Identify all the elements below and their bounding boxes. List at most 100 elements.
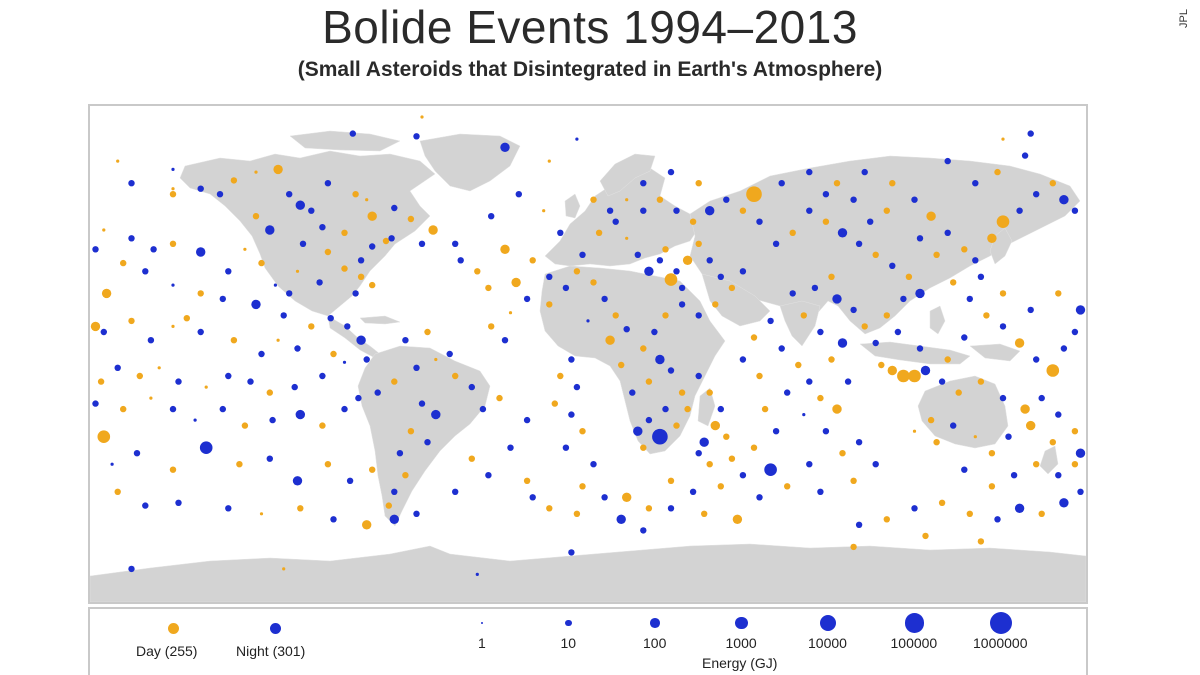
day-event-marker bbox=[149, 396, 153, 400]
day-event-marker bbox=[546, 301, 553, 308]
night-event-marker bbox=[573, 383, 581, 391]
night-event-marker bbox=[837, 338, 848, 348]
night-event-marker bbox=[142, 268, 149, 275]
night-event-marker bbox=[150, 246, 157, 253]
night-event-marker bbox=[546, 273, 553, 280]
energy-tick-label: 1 bbox=[478, 635, 486, 651]
night-event-marker bbox=[784, 389, 791, 396]
day-event-marker bbox=[710, 420, 720, 431]
energy-scale-marker bbox=[480, 621, 484, 625]
night-event-marker bbox=[586, 319, 590, 323]
day-event-marker bbox=[645, 505, 653, 512]
greenland bbox=[419, 133, 521, 192]
night-event-marker bbox=[651, 328, 658, 336]
credit-label: JPL bbox=[1178, 9, 1190, 28]
night-event-marker bbox=[944, 229, 951, 236]
energy-scale-marker bbox=[565, 619, 572, 627]
night-event-marker bbox=[739, 472, 747, 479]
day-event-marker bbox=[682, 255, 693, 265]
night-event-marker bbox=[557, 229, 564, 236]
night-event-marker bbox=[562, 444, 570, 451]
night-event-marker bbox=[916, 235, 924, 242]
night-event-marker bbox=[258, 350, 265, 358]
night-event-marker bbox=[699, 437, 709, 447]
night-event-marker bbox=[475, 572, 479, 576]
day-event-marker bbox=[183, 315, 190, 322]
night-event-marker bbox=[817, 328, 824, 336]
day-event-marker bbox=[402, 472, 409, 479]
night-event-marker bbox=[92, 400, 99, 407]
day-event-marker bbox=[90, 321, 101, 332]
day-event-marker bbox=[922, 532, 929, 540]
day-event-marker bbox=[169, 191, 177, 198]
day-event-marker bbox=[625, 198, 629, 202]
night-event-marker bbox=[850, 196, 857, 203]
day-event-marker bbox=[789, 229, 796, 236]
night-event-marker bbox=[1071, 207, 1079, 214]
night-event-marker bbox=[175, 378, 182, 385]
night-event-marker bbox=[402, 337, 409, 344]
night-event-marker bbox=[391, 204, 398, 212]
day-event-marker bbox=[452, 372, 459, 380]
night-event-marker bbox=[950, 422, 957, 429]
night-event-marker bbox=[778, 180, 785, 187]
energy-scale-marker bbox=[989, 611, 1013, 635]
night-event-marker bbox=[832, 294, 842, 304]
day-event-marker bbox=[468, 455, 475, 462]
day-event-marker bbox=[357, 273, 365, 280]
night-event-marker bbox=[938, 378, 946, 385]
day-event-marker bbox=[391, 378, 398, 385]
day-event-marker bbox=[645, 378, 653, 385]
day-event-marker bbox=[912, 429, 917, 433]
night-event-marker bbox=[1027, 130, 1034, 137]
night-event-marker bbox=[568, 549, 575, 556]
night-event-marker bbox=[568, 356, 575, 363]
day-event-marker bbox=[197, 290, 204, 297]
night-event-marker bbox=[575, 137, 579, 141]
day-event-marker bbox=[883, 516, 890, 523]
day-event-marker bbox=[955, 389, 962, 396]
day-event-marker bbox=[579, 483, 586, 490]
day-event-marker bbox=[367, 211, 377, 221]
night-event-marker bbox=[590, 461, 597, 468]
day-event-marker bbox=[966, 510, 973, 517]
night-event-marker bbox=[488, 213, 495, 220]
legend-day-label: Day (255) bbox=[136, 643, 198, 659]
night-event-marker bbox=[855, 521, 863, 528]
day-event-marker bbox=[573, 268, 581, 275]
day-event-marker bbox=[784, 483, 791, 490]
day-event-marker bbox=[259, 512, 264, 516]
day-event-marker bbox=[723, 433, 730, 440]
day-event-marker bbox=[488, 323, 495, 330]
day-event-marker bbox=[136, 372, 143, 380]
night-event-marker bbox=[128, 180, 135, 187]
day-event-marker bbox=[252, 213, 260, 220]
night-event-marker bbox=[778, 345, 785, 352]
day-event-marker bbox=[508, 311, 513, 315]
cuba bbox=[359, 315, 401, 325]
night-event-marker bbox=[972, 257, 979, 264]
energy-tick-label: 100 bbox=[643, 635, 667, 651]
day-event-marker bbox=[573, 510, 581, 517]
night-event-marker bbox=[388, 235, 395, 242]
night-event-marker bbox=[501, 337, 509, 344]
night-event-marker bbox=[110, 462, 114, 466]
day-event-marker bbox=[717, 483, 724, 490]
night-event-marker bbox=[640, 527, 647, 534]
day-event-marker bbox=[169, 240, 177, 247]
scandinavia bbox=[599, 153, 656, 197]
day-event-marker bbox=[523, 477, 531, 484]
india bbox=[779, 300, 821, 347]
night-event-marker bbox=[356, 335, 366, 345]
night-event-marker bbox=[247, 378, 254, 385]
day-event-marker bbox=[887, 365, 897, 376]
day-event-marker bbox=[728, 455, 736, 462]
night-event-marker bbox=[319, 224, 326, 231]
day-event-marker bbox=[625, 236, 629, 240]
new-zealand bbox=[1039, 445, 1059, 475]
day-event-marker bbox=[988, 483, 996, 490]
day-event-marker bbox=[157, 366, 161, 370]
night-event-marker bbox=[128, 565, 135, 573]
night-event-marker bbox=[1075, 305, 1086, 315]
night-event-marker bbox=[695, 312, 702, 319]
